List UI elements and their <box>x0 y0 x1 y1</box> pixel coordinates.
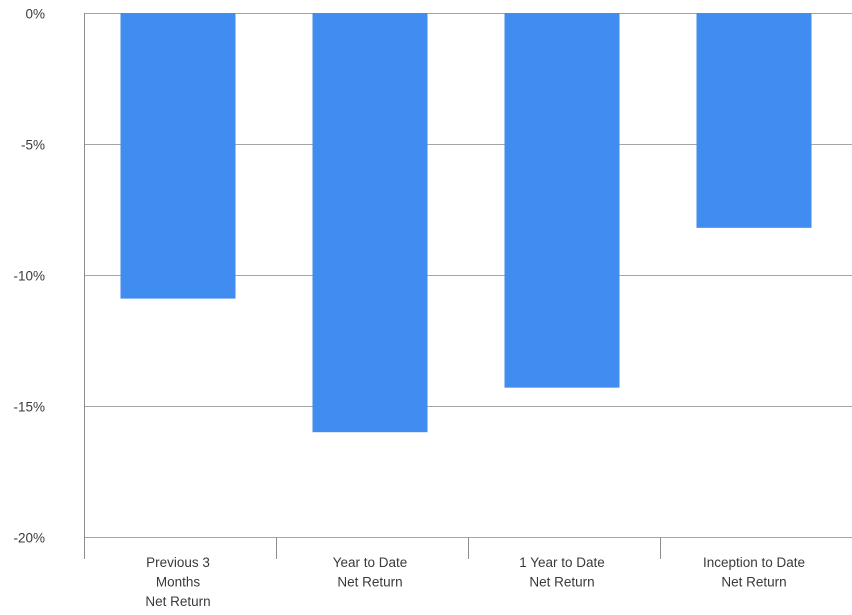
x-tick-label: Previous 3 Months Net Return <box>145 555 210 609</box>
x-tick-label: Year to Date Net Return <box>333 555 408 590</box>
y-tick-label: -5% <box>21 138 45 153</box>
x-tick-label-line: Previous 3 <box>146 555 210 570</box>
bar <box>120 13 236 299</box>
x-tick-label-line: 1 Year to Date <box>519 555 605 570</box>
x-tick-label-line: Year to Date <box>333 555 408 570</box>
x-tick-label-line: Net Return <box>721 575 786 590</box>
bar <box>696 13 812 228</box>
bars <box>120 13 812 433</box>
x-tick-label: Inception to Date Net Return <box>703 555 805 590</box>
y-tick-label: -10% <box>13 269 45 284</box>
axes <box>84 13 661 559</box>
x-tick-label-line: Months <box>156 575 201 590</box>
x-tick-label-line: Inception to Date <box>703 555 805 570</box>
x-tick-label-line: Net Return <box>337 575 402 590</box>
x-tick-label: 1 Year to Date Net Return <box>519 555 605 590</box>
y-axis-tick-labels: 0% -5% -10% -15% -20% <box>13 7 45 546</box>
y-tick-label: -20% <box>13 531 45 546</box>
y-tick-label: 0% <box>25 7 45 22</box>
y-tick-label: -15% <box>13 400 45 415</box>
x-tick-label-line: Net Return <box>529 575 594 590</box>
bar <box>504 13 620 388</box>
x-axis-category-labels: Previous 3 Months Net Return Year to Date Ne… <box>145 555 805 609</box>
bar <box>312 13 428 433</box>
x-tick-label-line: Net Return <box>145 594 210 609</box>
